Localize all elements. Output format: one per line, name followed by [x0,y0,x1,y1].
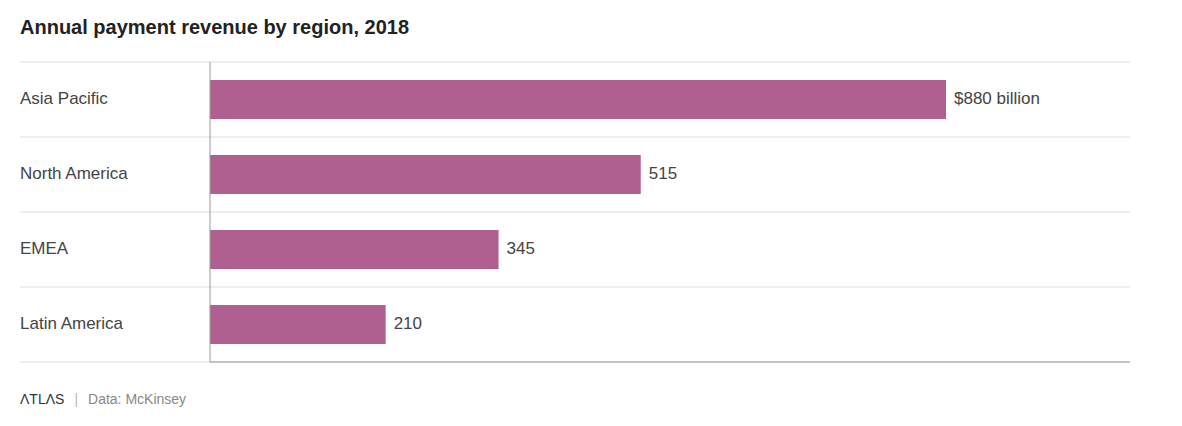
axis-line [210,362,1130,363]
bars [210,80,946,344]
axis-line [210,62,211,362]
data-label: 345 [507,239,535,258]
data-label: 210 [394,314,422,333]
footer-text: | [74,391,78,407]
row-separator [20,62,1130,63]
data-label: $880 billion [954,89,1040,108]
category-label: Asia Pacific [20,89,108,108]
bar [210,155,641,194]
bar [210,230,499,269]
row-separator [20,287,1130,288]
chart: Annual payment revenue by region, 2018 As… [0,0,1182,426]
footer-text: Data: McKinsey [88,391,186,407]
data-label: 515 [649,164,677,183]
category-label: EMEA [20,239,69,258]
category-label: North America [20,164,128,183]
bar [210,305,386,344]
footer-text: ΛTLΛS [20,391,64,407]
chart-container: Annual payment revenue by region, 2018 As… [0,0,1182,426]
row-separator [20,212,1130,213]
category-label: Latin America [20,314,124,333]
bar [210,80,946,119]
row-separator [20,362,1130,363]
row-separator [20,137,1130,138]
title: Annual payment revenue by region, 2018 [20,16,409,38]
